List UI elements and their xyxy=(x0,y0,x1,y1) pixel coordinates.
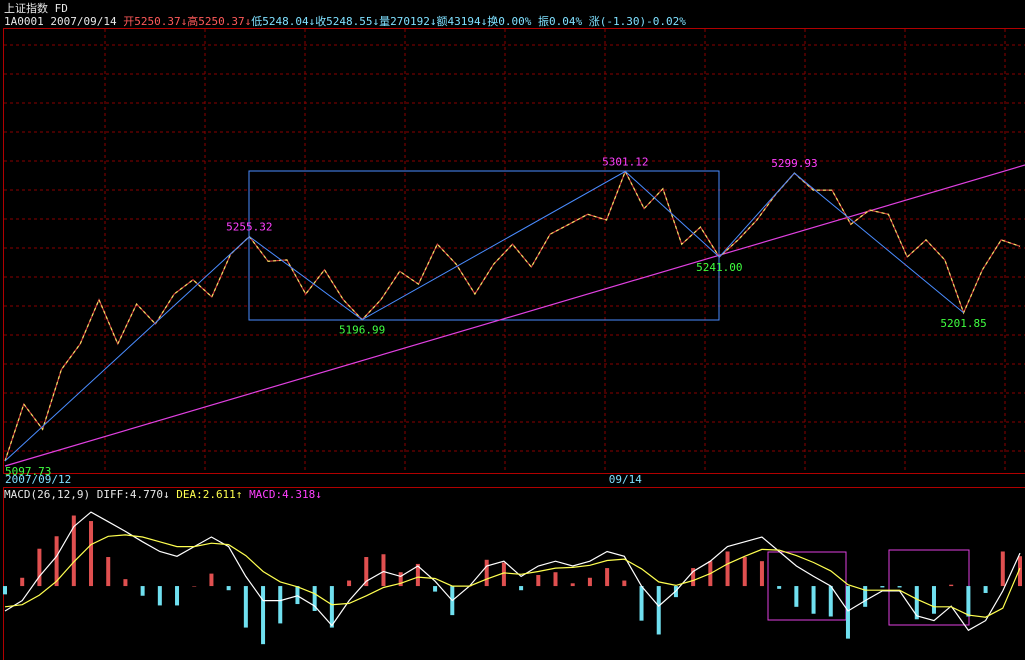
macd-bar xyxy=(949,584,954,587)
macd-bar xyxy=(226,586,231,591)
swing-line xyxy=(4,170,964,462)
volume: 量270192↓ xyxy=(379,15,436,28)
trend-line xyxy=(4,164,1025,467)
change: 涨(-1.30)-0.02% xyxy=(589,15,686,28)
macd-bar xyxy=(1000,551,1005,587)
legend-entry: MACD:4.318↓ xyxy=(249,488,322,501)
macd-bar xyxy=(587,577,592,587)
macd-bar xyxy=(484,559,489,587)
macd-bar xyxy=(897,586,902,588)
macd-bar xyxy=(71,515,76,587)
macd-bar xyxy=(863,586,868,607)
value-label: 5241.00 xyxy=(696,261,742,274)
x-tick-label: 09/14 xyxy=(609,473,642,486)
macd-bar xyxy=(880,586,885,588)
grid xyxy=(4,29,1025,473)
macd-bar xyxy=(639,586,644,621)
amount: 额43194↓ xyxy=(437,15,488,28)
macd-bar xyxy=(519,586,524,591)
macd-bar xyxy=(89,521,94,587)
macd-bar xyxy=(37,548,42,587)
value-label: 5201.85 xyxy=(940,317,986,330)
macd-bar xyxy=(209,573,214,587)
macd-bar xyxy=(278,586,283,624)
macd-bar xyxy=(1018,556,1022,587)
low: 低5248.04↓ xyxy=(251,15,315,28)
macd-bar xyxy=(3,586,7,595)
value-label: 5301.12 xyxy=(602,155,648,168)
macd-bar xyxy=(140,586,145,596)
macd-bar xyxy=(553,572,558,587)
macd-bar xyxy=(570,583,575,587)
turnover: 换0.00% xyxy=(487,14,531,28)
macd-bar xyxy=(845,586,850,639)
price-frame xyxy=(3,28,1025,474)
macd-bar xyxy=(777,586,782,589)
legend-entry: DIFF:4.770↓ xyxy=(97,488,170,501)
code: 1A0001 xyxy=(4,15,44,28)
macd-bar xyxy=(828,586,833,617)
macd-bar xyxy=(20,577,25,587)
macd-bar xyxy=(983,586,988,593)
macd-bar xyxy=(192,586,197,587)
macd-bar xyxy=(914,586,919,620)
macd-bar xyxy=(54,536,59,587)
macd-bar xyxy=(157,586,162,606)
macd-bar xyxy=(742,557,747,587)
macd-bar xyxy=(243,586,248,628)
macd-bar xyxy=(329,586,334,628)
macd-bar xyxy=(381,554,386,587)
macd-bar xyxy=(605,568,610,587)
macd-bar xyxy=(656,586,661,635)
macd-bar xyxy=(966,586,971,617)
macd-bar xyxy=(931,586,936,614)
macd-bar xyxy=(794,586,799,607)
macd-bar xyxy=(691,568,696,587)
macd-bar xyxy=(106,557,111,587)
macd-bar xyxy=(175,586,180,606)
date: 2007/09/14 xyxy=(50,15,117,28)
value-label: 5196.99 xyxy=(339,324,385,337)
close: 收5248.55↓ xyxy=(315,14,379,28)
macd-bar xyxy=(295,586,300,605)
macd-bar xyxy=(622,580,627,587)
macd-bar xyxy=(364,557,369,587)
macd-bar xyxy=(312,586,317,611)
macd-bar xyxy=(415,563,420,587)
macd-bar xyxy=(811,586,816,614)
macd-bar xyxy=(347,580,352,587)
macd-bar xyxy=(433,586,438,592)
macd-bar xyxy=(536,575,541,587)
price-line xyxy=(4,169,1021,462)
x-tick-label: 2007/09/12 xyxy=(5,473,71,486)
macd-title: MACD(26,12,9) xyxy=(4,488,90,501)
amplitude: 振0.04% xyxy=(538,14,582,28)
macd-header: MACD(26,12,9) DIFF:4.770↓ DEA:2.611↑ MAC… xyxy=(4,488,322,501)
macd-bar xyxy=(759,561,764,587)
quote-line: 1A0001 2007/09/14 开5250.37↓高5250.37↓低524… xyxy=(4,14,686,28)
macd-bar xyxy=(501,562,506,587)
legend-entry: DEA:2.611↑ xyxy=(176,488,242,501)
macd-bar xyxy=(725,551,730,587)
macd-line xyxy=(4,534,1021,618)
macd-bar xyxy=(261,586,266,645)
value-label: 5299.93 xyxy=(771,157,817,170)
highlight-box xyxy=(767,551,847,621)
window-title: 上证指数 FD xyxy=(4,1,68,15)
macd-line xyxy=(4,511,1021,632)
macd-bar xyxy=(123,579,128,587)
value-label: 5255.32 xyxy=(226,221,272,234)
value-label: 5097.73 xyxy=(5,465,51,478)
high: 高5250.37↓ xyxy=(187,14,251,28)
open: 开5250.37↓ xyxy=(123,15,187,28)
range-box xyxy=(248,170,720,321)
macd-bar xyxy=(398,572,403,587)
